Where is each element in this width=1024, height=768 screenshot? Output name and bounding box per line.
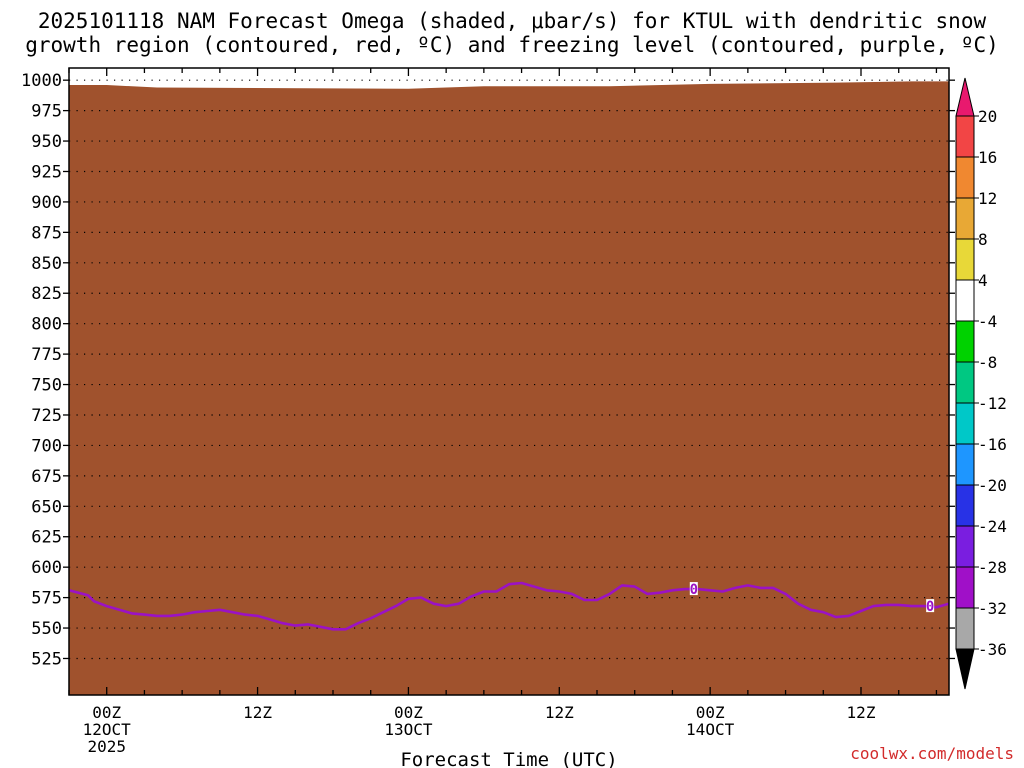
colorbar-label: -4 [978,312,997,331]
x-tick-label: 13OCT [384,720,433,739]
freezing-level-label: 0 [926,599,934,615]
colorbar-top-triangle [955,77,975,117]
freezing-label-bg-1 [926,599,935,613]
y-tick-label: 775 [31,345,62,365]
y-tick-label: 575 [31,589,62,609]
freezing-level-label: 0 [690,582,698,598]
chart-title-line-2: growth region (contoured, red, ºC) and f… [25,33,999,57]
colorbar: 20 16 12 8 4 -4 -8 -12 -16 -20 -24 -28 -32 -36 [955,77,1007,690]
x-tick-label: 00Z [92,703,121,722]
axes: 525 550 575 600 625 650 675 700 725 750 775 800 825 8… [21,68,955,756]
x-tick-label: 12Z [847,703,876,722]
y-tick-label: 600 [31,558,62,578]
colorbar-bottom-triangle [955,648,975,690]
plot-frame [68,67,950,696]
credit-link[interactable]: coolwx.com/models [850,744,1014,763]
colorbar-segment [955,238,975,281]
y-tick-label: 700 [31,436,62,456]
colorbar-segment [955,156,975,199]
y-tick-label: 525 [31,649,62,669]
y-tick-label: 850 [31,254,62,274]
x-tick-label: 2025 [87,737,126,756]
colorbar-label: -36 [978,640,1007,659]
x-tick-label: 12Z [545,703,574,722]
y-tick-label: 725 [31,406,62,426]
colorbar-segment [955,115,975,158]
freezing-level-layer: 00 [69,581,949,631]
colorbar-label: -20 [978,476,1007,495]
colorbar-segment [955,566,975,609]
colorbar-label: -32 [978,599,1007,618]
colorbar-label: 20 [978,107,997,126]
chart-title-line-1: 2025101118 NAM Forecast Omega (shaded, μ… [37,9,987,33]
colorbar-label: -8 [978,353,997,372]
colorbar-segment [955,484,975,527]
colorbar-segment [955,197,975,240]
colorbar-label: 4 [978,271,988,290]
colorbar-segment [955,402,975,445]
colorbar-label: 12 [978,189,997,208]
y-tick-label: 975 [31,102,62,122]
x-tick-label: 00Z [696,703,725,722]
colorbar-segment [955,443,975,486]
freezing-label-bg-0 [689,582,698,596]
colorbar-label: -24 [978,517,1007,536]
x-axis-label: Forecast Time (UTC) [400,749,617,768]
colorbar-label: -28 [978,558,1007,577]
y-tick-label: 950 [31,132,62,152]
freezing-level-line [69,581,949,631]
colorbar-label: -12 [978,394,1007,413]
terrain-layer [69,81,949,695]
colorbar-label: 8 [978,230,988,249]
y-tick-label: 750 [31,376,62,396]
colorbar-segment [955,525,975,568]
y-tick-label: 550 [31,619,62,639]
colorbar-segment [955,279,975,322]
colorbar-segment [955,361,975,404]
x-tick-label: 00Z [394,703,423,722]
y-tick-label: 825 [31,284,62,304]
x-tick-label: 14OCT [686,720,735,739]
y-tick-label: 875 [31,223,62,243]
terrain-shape [69,81,949,695]
colorbar-segment [955,320,975,363]
x-tick-label: 12OCT [83,720,132,739]
y-tick-label: 650 [31,497,62,517]
y-tick-label: 675 [31,467,62,487]
x-tick-label: 12Z [243,703,272,722]
y-tick-label: 800 [31,315,62,335]
y-tick-label: 900 [31,193,62,213]
y-tick-label: 625 [31,528,62,548]
y-tick-label: 925 [31,162,62,182]
colorbar-label: -16 [978,435,1007,454]
colorbar-segment [955,607,975,650]
y-tick-label: 1000 [21,71,62,91]
colorbar-label: 16 [978,148,997,167]
